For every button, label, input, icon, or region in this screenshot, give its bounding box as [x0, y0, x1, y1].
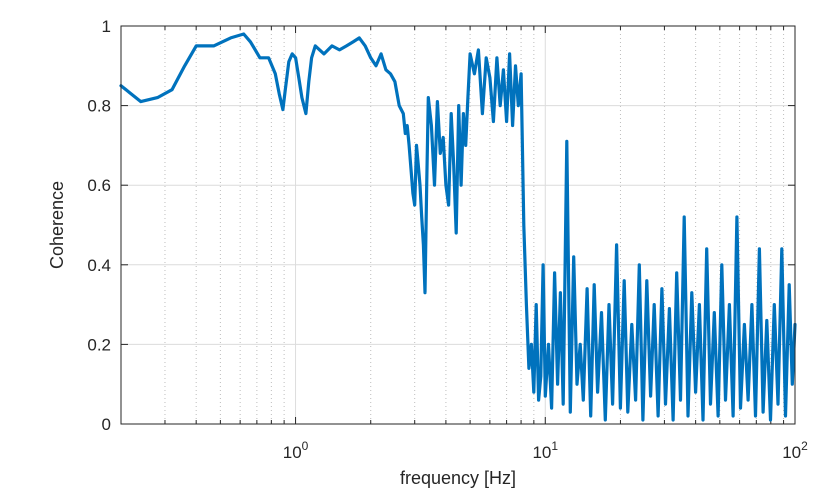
y-tick-label: 0.6	[87, 176, 111, 195]
y-tick-label: 0.2	[87, 335, 111, 354]
y-tick-labels: 0 0.2 0.4 0.6 0.8 1	[87, 17, 111, 434]
x-axis-label: frequency [Hz]	[400, 468, 516, 488]
x-tick-label: 101	[532, 439, 558, 462]
y-axis-label: Coherence	[47, 181, 67, 269]
y-tick-label: 0.8	[87, 97, 111, 116]
x-tick-label: 100	[283, 439, 309, 462]
series-layer	[119, 32, 797, 422]
x-tick-label-exponent: 1	[551, 439, 558, 453]
y-tick-label: 1	[102, 17, 111, 36]
x-tick-label-exponent: 0	[302, 439, 309, 453]
y-tick-label: 0	[102, 415, 111, 434]
x-tick-label-exponent: 2	[801, 439, 808, 453]
x-tick-labels: 100 101 102	[283, 439, 808, 462]
x-tick-label-base: 10	[283, 443, 302, 462]
x-tick-label-base: 10	[782, 443, 801, 462]
y-tick-label: 0.4	[87, 256, 111, 275]
plot-frame	[120, 25, 796, 425]
series-line	[119, 32, 797, 422]
x-tick-label-base: 10	[532, 443, 551, 462]
x-tick-label: 102	[782, 439, 808, 462]
